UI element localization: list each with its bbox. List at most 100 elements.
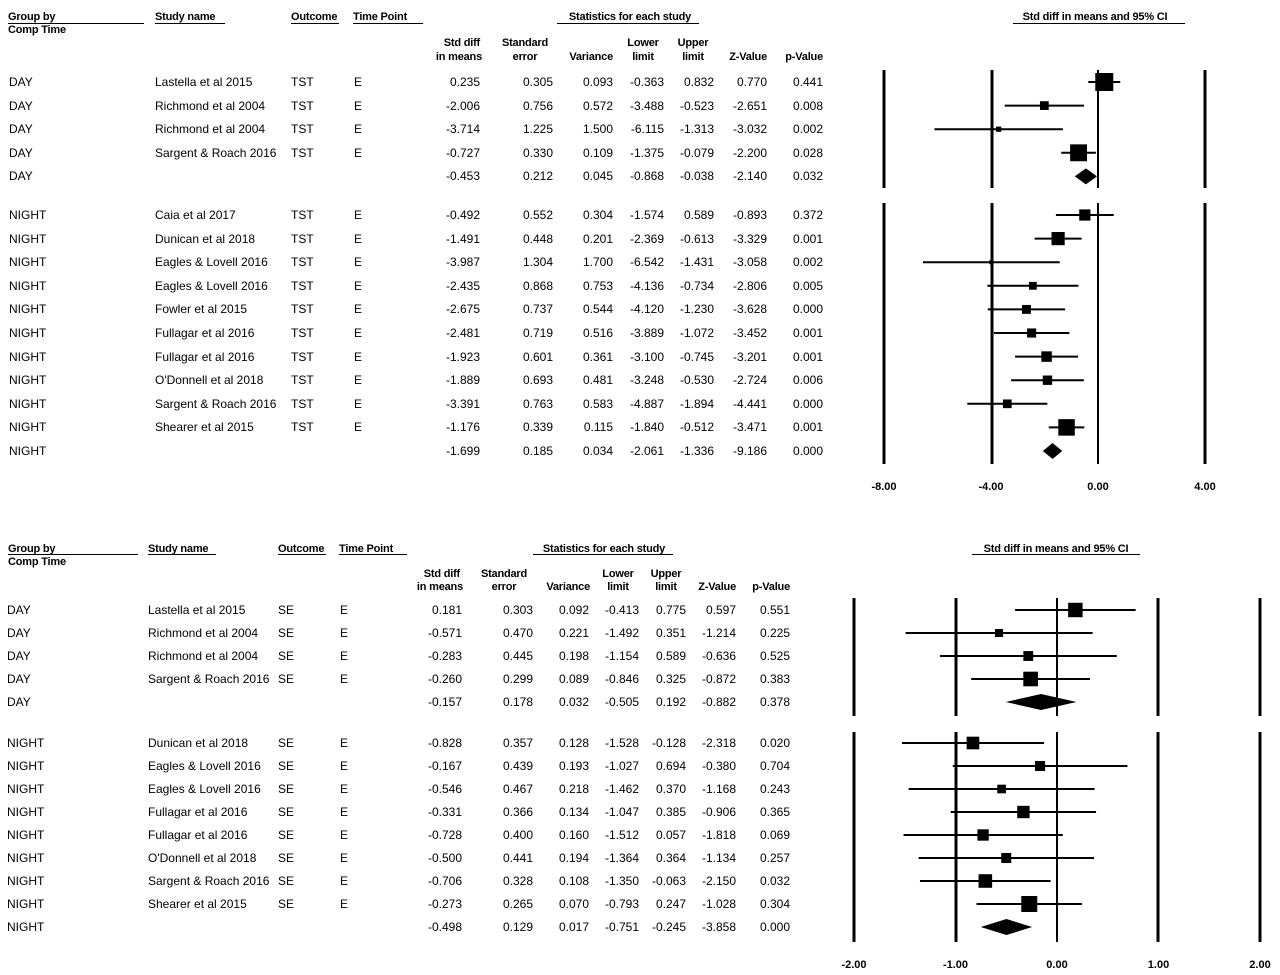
col-std-diff: Std diff xyxy=(443,37,480,49)
outcome-cell: SE xyxy=(278,736,295,750)
study-name-cell: Sargent & Roach 2016 xyxy=(155,396,277,411)
col-standard-error: error xyxy=(512,51,538,63)
group-by-header: Group by xyxy=(8,11,56,23)
upper-limit-cell: 0.247 xyxy=(655,897,686,911)
lower-limit-cell: -1.375 xyxy=(629,145,664,160)
tick-label: -2.00 xyxy=(841,959,866,971)
lower-limit-cell: -2.369 xyxy=(629,231,664,246)
p-value-cell: 0.225 xyxy=(759,626,790,640)
time-point-cell: E xyxy=(340,782,349,796)
z-value-cell: -4.441 xyxy=(732,396,767,411)
z-value-cell: -1.214 xyxy=(701,626,736,640)
std-diff-cell: -0.828 xyxy=(427,736,462,750)
std-diff-cell: -1.491 xyxy=(445,231,480,246)
lower-limit-cell: -4.136 xyxy=(629,278,664,293)
variance-cell: 0.481 xyxy=(582,373,613,388)
upper-limit-cell: -0.079 xyxy=(679,145,714,160)
variance-cell: 0.572 xyxy=(582,98,613,113)
z-value-cell: -3.032 xyxy=(732,122,767,137)
standard-error-cell: 0.299 xyxy=(502,672,533,686)
forest-plot-se: Group by Comp Time Study name Outcome Ti… xyxy=(0,505,1280,975)
statistics-header: Statistics for each study xyxy=(542,543,666,555)
std-diff-cell: -2.481 xyxy=(445,326,480,340)
outcome-cell: TST xyxy=(291,302,314,317)
study-name-header: Study name xyxy=(148,543,209,555)
p-value-cell: 0.000 xyxy=(792,396,823,411)
z-value-cell: -3.201 xyxy=(732,349,767,364)
p-value-cell: 0.008 xyxy=(792,98,823,113)
upper-limit-cell: -0.734 xyxy=(679,278,714,293)
study-name-cell: Caia et al 2017 xyxy=(155,208,236,222)
p-value-cell: 0.032 xyxy=(792,169,823,184)
header-underline xyxy=(148,554,216,555)
outcome-cell: SE xyxy=(278,874,295,888)
effect-marker xyxy=(989,260,994,265)
p-value-cell: 0.704 xyxy=(759,759,790,773)
variance-cell: 0.017 xyxy=(558,920,589,934)
z-value-cell: 0.770 xyxy=(736,75,767,89)
variance-cell: 0.128 xyxy=(558,736,589,750)
standard-error-cell: 0.737 xyxy=(522,302,553,317)
outcome-cell: TST xyxy=(291,145,314,160)
z-value-cell: -3.452 xyxy=(732,326,767,340)
col-variance: Variance xyxy=(569,51,613,63)
std-diff-cell: -0.498 xyxy=(427,920,462,934)
std-diff-cell: -1.889 xyxy=(445,373,480,388)
standard-error-cell: 0.448 xyxy=(522,231,553,246)
lower-limit-cell: -1.492 xyxy=(604,626,639,640)
effect-marker xyxy=(996,126,1002,132)
group-cell: NIGHT xyxy=(9,302,47,317)
upper-limit-cell: -1.072 xyxy=(679,326,714,340)
time-point-cell: E xyxy=(340,672,349,686)
z-value-cell: -2.200 xyxy=(732,145,767,160)
variance-cell: 0.045 xyxy=(582,169,613,184)
p-value-cell: 0.069 xyxy=(759,828,790,842)
effect-marker xyxy=(1039,101,1049,110)
effect-marker xyxy=(1021,896,1038,912)
variance-cell: 0.516 xyxy=(582,326,613,340)
upper-limit-cell: 0.589 xyxy=(683,208,714,222)
standard-error-cell: 0.185 xyxy=(522,444,553,458)
col-std-diff: Std diff xyxy=(423,568,460,580)
upper-limit-cell: -0.745 xyxy=(679,349,714,364)
time-point-cell: E xyxy=(340,603,349,617)
standard-error-cell: 0.719 xyxy=(522,326,553,340)
standard-error-cell: 0.445 xyxy=(502,649,533,663)
outcome-cell: SE xyxy=(278,672,295,686)
study-name-cell: O'Donnell et al 2018 xyxy=(148,851,257,865)
std-diff-cell: -2.435 xyxy=(445,278,480,293)
variance-cell: 0.221 xyxy=(558,626,589,640)
upper-limit-cell: 0.589 xyxy=(655,649,686,663)
col-std-diff: in means xyxy=(435,51,482,63)
group-cell: NIGHT xyxy=(9,326,47,340)
lower-limit-cell: -4.120 xyxy=(629,302,664,317)
group-cell: NIGHT xyxy=(7,736,45,750)
outcome-cell: TST xyxy=(291,231,314,246)
header-underline xyxy=(8,554,138,555)
outcome-cell: TST xyxy=(291,208,314,222)
std-diff-cell: -0.728 xyxy=(427,828,462,842)
header-underline xyxy=(972,554,1140,555)
study-name-cell: Fullagar et al 2016 xyxy=(148,828,248,842)
effect-marker xyxy=(1021,304,1031,314)
time-point-cell: E xyxy=(354,302,363,317)
lower-limit-cell: -1.574 xyxy=(629,208,664,222)
p-value-cell: 0.002 xyxy=(792,122,823,137)
time-point-cell: E xyxy=(354,278,363,293)
standard-error-cell: 0.868 xyxy=(522,278,553,293)
variance-cell: 0.108 xyxy=(558,874,589,888)
lower-limit-cell: -3.100 xyxy=(629,349,664,364)
z-value-cell: -3.628 xyxy=(732,302,767,317)
upper-limit-cell: -1.431 xyxy=(679,255,714,270)
statistics-header: Statistics for each study xyxy=(568,11,692,23)
summary-diamond xyxy=(1042,443,1063,459)
time-point-cell: E xyxy=(354,420,363,435)
col-p-value: p-Value xyxy=(752,581,790,593)
effect-marker xyxy=(1028,281,1037,290)
effect-marker xyxy=(1002,399,1012,409)
z-value-cell: -3.471 xyxy=(732,420,767,435)
study-name-cell: Eagles & Lovell 2016 xyxy=(148,782,261,796)
time-point-cell: E xyxy=(354,98,363,113)
comp-time-header: Comp Time xyxy=(8,24,66,36)
tick-label: 2.00 xyxy=(1249,959,1270,971)
